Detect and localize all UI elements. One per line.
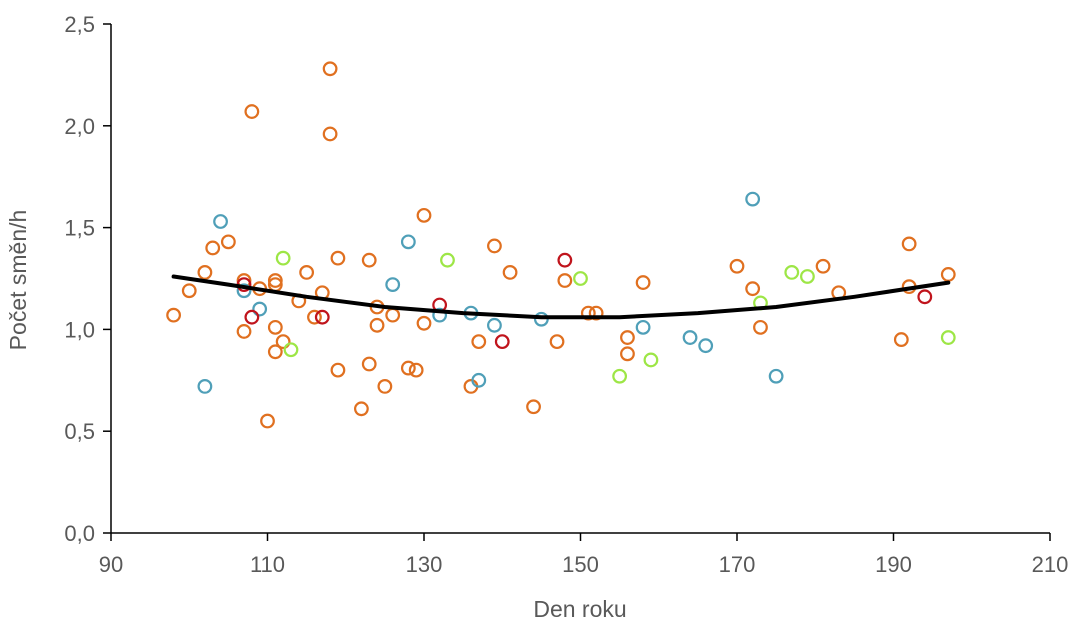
data-point	[267, 344, 283, 360]
data-point	[940, 267, 956, 282]
data-point	[197, 379, 213, 394]
data-point	[267, 319, 283, 335]
x-tick-label: 170	[719, 552, 756, 577]
data-point	[893, 332, 909, 347]
x-tick-label: 210	[1032, 552, 1069, 577]
tick-marks	[103, 23, 1051, 541]
y-tick-label: 2,5	[64, 12, 95, 37]
y-tick-label: 0,0	[64, 521, 95, 546]
data-point	[588, 305, 604, 321]
data-point	[815, 258, 831, 274]
data-point	[432, 307, 448, 323]
x-axis-title: Den roku	[533, 596, 626, 622]
data-point	[768, 368, 784, 384]
y-tick-label: 1,5	[64, 216, 95, 241]
data-point	[612, 368, 628, 384]
data-point	[369, 317, 385, 333]
data-point	[181, 283, 197, 299]
data-point	[487, 317, 502, 333]
data-point	[940, 330, 956, 345]
data-point	[643, 352, 659, 368]
data-point	[471, 372, 487, 388]
data-point	[440, 252, 455, 268]
data-point	[361, 356, 377, 372]
data-point	[377, 379, 393, 394]
data-point	[267, 273, 283, 288]
data-points	[166, 61, 956, 429]
axes	[110, 24, 1050, 534]
data-point	[784, 264, 800, 280]
data-point	[698, 338, 714, 354]
data-point	[244, 104, 260, 119]
data-point	[557, 273, 573, 288]
data-point	[901, 236, 917, 252]
data-point	[400, 360, 416, 376]
data-point	[471, 334, 487, 350]
data-point	[635, 319, 651, 335]
data-point	[307, 309, 322, 325]
data-point	[244, 309, 260, 325]
data-point	[573, 271, 588, 286]
data-point	[408, 362, 424, 378]
data-point	[275, 250, 291, 266]
y-tick-label: 2,0	[64, 114, 95, 139]
data-point	[487, 238, 502, 254]
data-point	[745, 281, 761, 297]
data-point	[745, 191, 761, 207]
data-point	[502, 264, 518, 280]
data-point	[416, 207, 432, 223]
data-point	[299, 264, 315, 280]
data-point	[236, 324, 252, 339]
data-point	[283, 342, 299, 358]
data-point	[400, 234, 416, 250]
data-point	[549, 334, 565, 350]
data-point	[917, 289, 933, 305]
data-point	[385, 277, 401, 293]
data-point	[275, 334, 291, 350]
data-point	[385, 307, 401, 323]
tick-labels: 90 110 130 150 170 190 210 0,0 0,5 1,0 1,5 2,0 2,5	[64, 12, 1068, 577]
data-point	[236, 283, 252, 299]
data-point	[330, 362, 346, 378]
data-point	[620, 346, 635, 362]
y-tick-label: 1,0	[64, 317, 95, 342]
data-point	[361, 252, 377, 268]
data-point	[557, 252, 573, 268]
data-point	[800, 269, 815, 284]
data-point	[252, 301, 268, 317]
data-point	[330, 250, 346, 266]
x-tick-label: 90	[99, 552, 123, 577]
data-point	[354, 401, 369, 417]
data-point	[205, 240, 221, 256]
x-tick-label: 150	[562, 552, 599, 577]
data-point	[314, 309, 330, 325]
x-tick-label: 190	[875, 552, 912, 577]
data-point	[197, 264, 213, 280]
data-point	[166, 307, 182, 323]
data-point	[213, 214, 228, 229]
data-point	[682, 330, 698, 345]
data-point	[494, 334, 510, 350]
x-tick-label: 130	[406, 552, 443, 577]
data-point	[322, 126, 338, 142]
data-point	[416, 315, 432, 331]
data-point	[322, 61, 338, 77]
data-point	[580, 305, 596, 321]
data-point	[753, 319, 768, 335]
data-point	[220, 234, 236, 250]
data-point	[620, 330, 635, 345]
y-tick-label: 0,5	[64, 419, 95, 444]
x-tick-label: 110	[250, 552, 285, 577]
data-point	[729, 258, 745, 274]
y-axis-title: Počet směn/h	[5, 210, 31, 351]
trendline	[171, 274, 951, 320]
data-point	[526, 399, 541, 415]
trendline-group	[171, 274, 951, 320]
data-point	[635, 275, 651, 290]
data-point	[260, 413, 275, 429]
data-point	[533, 311, 549, 327]
